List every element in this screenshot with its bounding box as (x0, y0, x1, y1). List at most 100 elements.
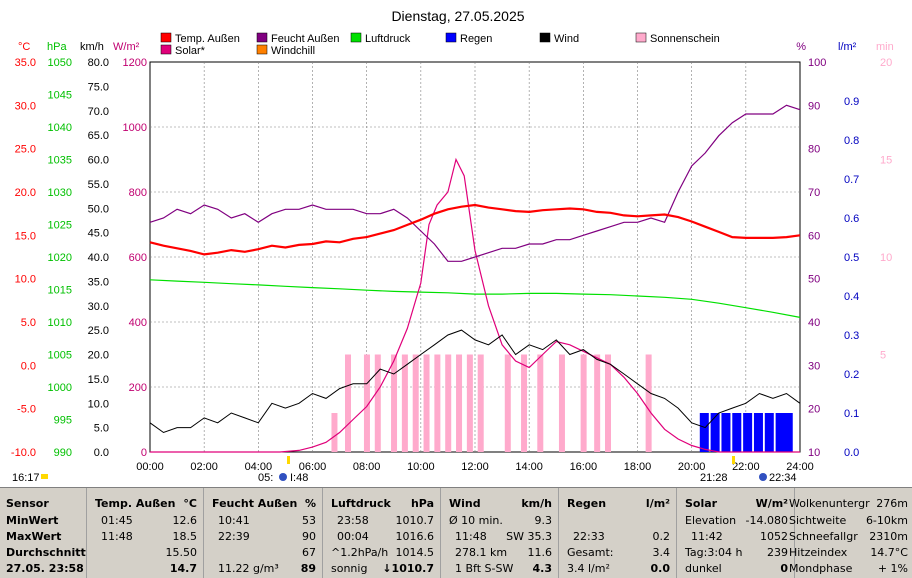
tick-humidity-9: 10 (808, 447, 820, 459)
temp-max-val: 18.5 (172, 530, 198, 543)
tick-wind-10: 30.0 (88, 301, 109, 313)
extra-label-2: Schneefallgr (789, 530, 858, 543)
legend-label-2: Luftdruck (365, 33, 411, 45)
chart-legend: Temp. Außen Feucht Außen Luftdruck Regen Win… (160, 32, 720, 57)
hum-avg-val: 67 (302, 546, 316, 559)
tick-pressure-11: 995 (54, 415, 72, 427)
temp-avg-val: 15.50 (165, 546, 198, 559)
temp-min-time: 01:45 (101, 514, 133, 527)
temp-min-val: 12.6 (172, 514, 198, 527)
tick-pressure-8: 1010 (48, 317, 72, 329)
tick-pressure-0: 1050 (48, 57, 72, 69)
sunshine-bar-8 (434, 354, 441, 452)
sunshine-bar-10 (456, 354, 463, 452)
rain-bar-7 (775, 413, 785, 452)
legend-label-5: Sonnenschein (650, 33, 720, 45)
tick-pressure-7: 1015 (48, 285, 72, 297)
tick-x-5: 10:00 (407, 461, 435, 473)
hum-min-val: 53 (302, 514, 316, 527)
moonrise-time: 22:34 (769, 472, 797, 484)
tick-humidity-8: 20 (808, 404, 820, 416)
tick-x-0: 00:00 (136, 461, 164, 473)
tick-wind-13: 15.0 (88, 374, 109, 386)
col-extra: Wolkenuntergr 276m Sichtweite 6-10km Sch… (789, 488, 912, 578)
tick-pressure-5: 1025 (48, 220, 72, 232)
tick-wind-4: 60.0 (88, 155, 109, 167)
solar-r4-val: 0 (780, 562, 788, 575)
tick-x-2: 04:00 (245, 461, 273, 473)
tick-pressure-10: 1000 (48, 382, 72, 394)
sunshine-bar-5 (401, 354, 408, 452)
rain-bar-3 (732, 413, 742, 452)
sunshine-bar-14 (521, 354, 528, 452)
tick-solar-6: 0 (141, 447, 147, 459)
sensor-header: Sensor (6, 497, 49, 510)
rain-r2-label: 22:33 (573, 530, 605, 543)
wind-r2-label: 11:48 (455, 530, 487, 543)
tick-wind-9: 35.0 (88, 276, 109, 288)
tick-humidity-3: 70 (808, 187, 820, 199)
tick-sun-2: 10 (880, 252, 892, 264)
col-temp: Temp. Außen °C 01:45 12.6 11:48 18.5 15.… (87, 488, 204, 578)
sunshine-bar-12 (477, 354, 484, 452)
solar-r3-val: 239 (767, 546, 788, 559)
legend-swatch-5 (635, 32, 647, 43)
sunshine-bar-20 (645, 354, 652, 452)
tick-x-10: 20:00 (678, 461, 706, 473)
tick-rain-7: 0.2 (844, 369, 859, 381)
rain-unit: l/m² (645, 497, 670, 510)
series-line-0 (149, 203, 801, 256)
sunshine-bar-3 (374, 354, 381, 452)
press-min-time: 23:58 (337, 514, 369, 527)
sun-moon-annotations: 16:17 05: I:48 21:28 22:34 (12, 456, 797, 484)
press-avg-label: ^1.2hPa/h (331, 546, 389, 559)
solar-r1-label: Elevation (685, 514, 737, 527)
legend-swatch-3 (445, 32, 457, 43)
solar-r1-val: -14.080 (745, 514, 788, 527)
axis-unit-pressure: hPa (47, 41, 67, 53)
rain-bar-5 (753, 413, 763, 452)
sunrise-time: 05: (258, 472, 273, 484)
col-hum: Feucht Außen % 10:41 53 22:39 90 67 11.2… (204, 488, 323, 578)
tick-wind-1: 75.0 (88, 81, 109, 93)
rain-bar-8 (783, 413, 793, 452)
sunshine-bar-1 (345, 354, 351, 452)
tick-rain-3: 0.6 (844, 213, 859, 225)
label-min: MinWert (6, 514, 59, 527)
sunshine-bar-17 (580, 354, 587, 452)
tick-rain-2: 0.7 (844, 174, 859, 186)
axis-ticks: 35.0 30.0 25.0 20.0 15.0 10.0 5.0 0.0 -5.0 -10.0 1… (11, 57, 892, 473)
axis-unit-rain: l/m² (838, 41, 857, 53)
sunrise-extra: I:48 (290, 472, 308, 484)
tick-x-7: 14:00 (515, 461, 543, 473)
solar-r2-label: 11:42 (691, 530, 723, 543)
tick-rain-1: 0.8 (844, 135, 859, 147)
tick-x-12: 24:00 (786, 461, 814, 473)
tick-wind-0: 80.0 (88, 57, 109, 69)
line-series (149, 104, 801, 453)
summary-panel: Sensor MinWert MaxWert Durchschnitt 27.0… (0, 487, 912, 578)
tick-pressure-2: 1040 (48, 122, 72, 134)
series-line-4 (150, 157, 800, 453)
press-now-val: ↓1010.7 (382, 562, 434, 575)
sunshine-bar-9 (445, 354, 452, 452)
rain-r2-val: 0.2 (652, 530, 671, 543)
sunshine-bar-13 (504, 354, 511, 452)
col-rain: Regen l/m² 22:33 0.2 Gesamt: 3.4 3.4 l/m… (559, 488, 677, 578)
axis-unit-labels: °C hPa km/h W/m²% l/m² min (18, 41, 894, 53)
sunshine-bar-4 (391, 354, 398, 452)
tick-rain-0: 0.9 (844, 96, 859, 108)
tick-temp-1: 30.0 (15, 100, 36, 112)
rain-header: Regen (567, 497, 607, 510)
press-header: Luftdruck (331, 497, 391, 510)
temp-max-time: 11:48 (101, 530, 133, 543)
solar-r2-val: 1052 (760, 530, 788, 543)
temp-unit: °C (183, 497, 197, 510)
wind-r3-val: 11.6 (527, 546, 553, 559)
solar-unit: W/m² (755, 497, 788, 510)
tick-humidity-5: 50 (808, 274, 820, 286)
tick-wind-6: 50.0 (88, 203, 109, 215)
tick-x-11: 22:00 (732, 461, 760, 473)
weather-chart: Dienstag, 27.05.2025 Temp. Außen Feucht A… (11, 8, 894, 484)
extra-label-1: Sichtweite (789, 514, 847, 527)
